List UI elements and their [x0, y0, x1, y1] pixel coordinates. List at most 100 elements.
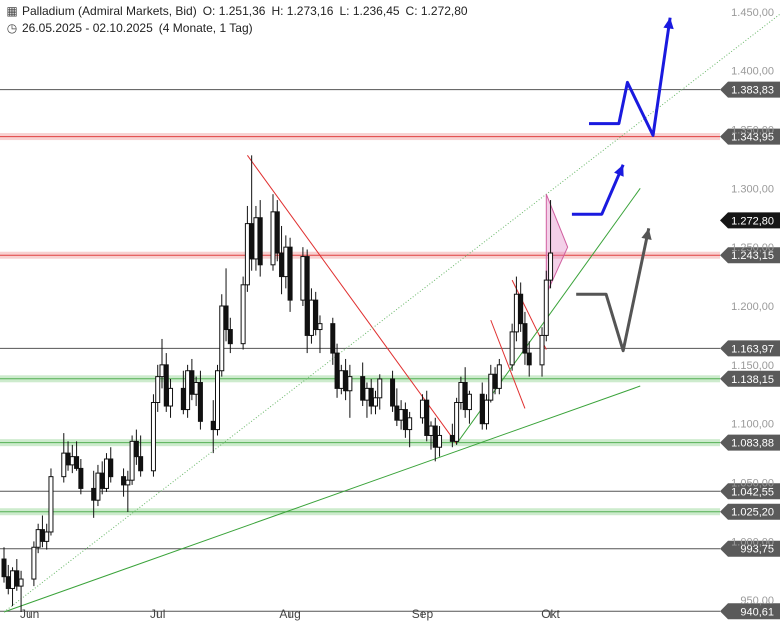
candle-body: [197, 382, 203, 422]
candle-body: [419, 399, 425, 419]
candle-body: [377, 378, 383, 399]
candle-body: [287, 246, 293, 301]
candle-body: [219, 305, 225, 372]
level-label: 1.138,15: [731, 374, 774, 386]
candles: [1, 155, 554, 612]
candle-body: [185, 370, 191, 411]
candle-body: [539, 334, 545, 366]
chart-header-line-1: ▦ Palladium (Admiral Markets, Bid) O: 1.25…: [6, 4, 474, 18]
candle-body: [466, 393, 472, 411]
candle-body: [168, 387, 174, 407]
candle-body: [522, 323, 528, 354]
candle-body: [18, 578, 24, 587]
low-value: L: 1.236,45: [339, 4, 400, 18]
candle-body: [35, 529, 41, 548]
candle-body: [304, 256, 310, 336]
candle-body: [240, 284, 246, 345]
level-tag: [720, 434, 780, 451]
forecast-arrow-gray: [576, 228, 651, 353]
level-tag: [720, 81, 780, 98]
dotted-channel-line: [3, 13, 780, 613]
x-tick-label: Okt: [541, 607, 560, 621]
candle-body: [65, 452, 71, 466]
candle-body: [360, 376, 366, 401]
level-label: 1.042,55: [731, 486, 774, 498]
forecast-arrow-gray-head: [641, 228, 652, 240]
forecast-arrow-blue-1-head: [614, 164, 624, 177]
candle-body: [407, 417, 413, 431]
candle-body: [39, 529, 45, 542]
clock-icon: ◷: [6, 21, 18, 35]
x-axis: Jun Jul Aug Sep Okt: [20, 607, 561, 621]
candle-body: [518, 293, 524, 325]
level-tag: [720, 503, 780, 520]
forecast-arrow-blue-1: [571, 164, 625, 216]
level-label: 1.163,97: [731, 343, 774, 355]
level-label: 993,75: [740, 544, 774, 556]
candle-body: [163, 364, 169, 407]
candle-body: [159, 364, 165, 378]
candle-body: [99, 472, 105, 489]
candle-body: [244, 223, 250, 286]
candle-body: [274, 211, 280, 254]
level-tag: [720, 247, 780, 264]
candle-body: [526, 352, 532, 366]
candle-body: [338, 370, 344, 389]
candle-body: [313, 299, 319, 331]
close-value: C: 1.272,80: [405, 4, 468, 18]
y-tick-label: 1.150,00: [731, 360, 774, 372]
candle-body: [488, 373, 494, 401]
candle-body: [95, 472, 101, 501]
candle-body: [180, 387, 186, 411]
trend-line: [490, 319, 526, 409]
x-tick-label: Jun: [20, 607, 39, 621]
candle-body: [227, 329, 233, 345]
candle-body: [125, 479, 131, 486]
candle-body: [428, 425, 434, 436]
candle-body: [449, 434, 455, 442]
candle-body: [138, 456, 144, 472]
level-label: 1.243,15: [731, 250, 774, 262]
forecast-arrows: [571, 17, 674, 353]
candle-body: [509, 331, 515, 366]
candle-body: [270, 211, 276, 266]
candle-body: [44, 531, 50, 542]
candle-body: [155, 376, 161, 404]
candle-body: [121, 476, 127, 486]
candle-body: [424, 399, 430, 436]
y-tick-label: 1.100,00: [731, 419, 774, 431]
candle-body: [543, 279, 549, 336]
trend-line: [3, 385, 641, 613]
candle-body: [91, 487, 97, 501]
y-axis: 1.450,00 1.400,00 1.350,00 1.300,00 1.250,00…: [731, 7, 774, 607]
forecast-arrow-blue-2: [588, 17, 672, 137]
candle-body: [496, 364, 502, 389]
candle-body: [458, 382, 464, 404]
candle-body: [257, 217, 263, 266]
level-tag: [720, 370, 780, 387]
candle-body: [283, 246, 289, 278]
level-tag: [720, 483, 780, 500]
candle-body: [479, 393, 485, 425]
candle-body: [343, 370, 349, 392]
candle-body: [330, 323, 336, 354]
candle-body: [78, 467, 84, 489]
candle-body: [215, 370, 220, 431]
candle-body: [402, 409, 408, 431]
candle-body: [334, 352, 340, 389]
candle-body: [223, 305, 229, 331]
candle-body: [484, 399, 490, 425]
candle-body: [31, 546, 37, 580]
candle-body: [368, 387, 374, 407]
candle-body: [150, 402, 156, 472]
candle-body: [210, 420, 216, 431]
candle-body: [462, 382, 468, 411]
level-tag: [720, 540, 780, 557]
candle-body: [61, 452, 67, 478]
candle-body: [253, 217, 259, 260]
candle-body: [394, 405, 400, 421]
candle-body: [103, 458, 109, 489]
high-value: H: 1.273,16: [271, 4, 334, 18]
candle-body: [317, 323, 323, 331]
